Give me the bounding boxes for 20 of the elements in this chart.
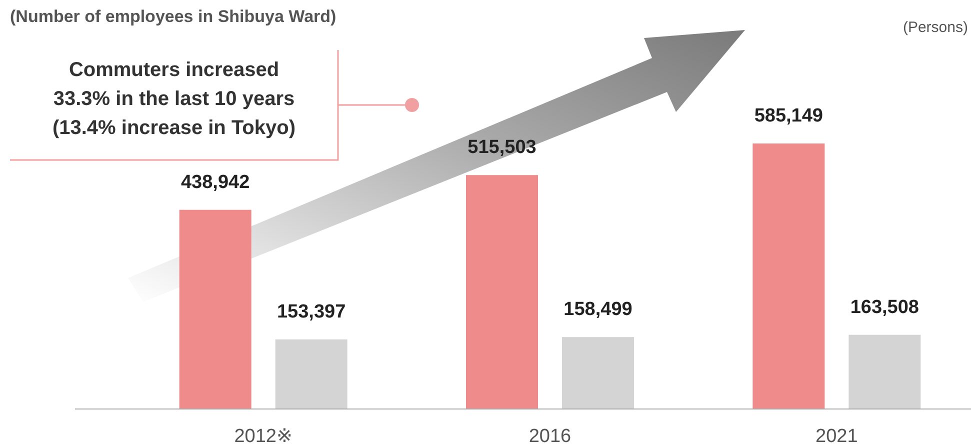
text: 33.3% in the last 10 years <box>53 88 295 110</box>
x-tick-label: 2016 <box>528 426 572 447</box>
bar <box>179 210 252 409</box>
bar <box>562 337 634 409</box>
data-label: 585,149 <box>754 105 824 126</box>
bar <box>466 175 538 409</box>
text: (13.4% increase in Tokyo) <box>52 117 296 139</box>
chart-title: (Number of employees in Shibuya Ward) <box>10 7 336 26</box>
bar <box>752 143 825 409</box>
data-label: 163,508 <box>850 296 920 318</box>
data-label: 438,942 <box>180 172 250 193</box>
data-label: 515,503 <box>468 137 536 158</box>
data-label: 153,397 <box>276 301 346 322</box>
text: (Persons) <box>902 19 968 36</box>
x-tick-label: 2021 <box>816 426 858 447</box>
data-label: 158,499 <box>564 299 632 320</box>
bar <box>275 339 348 409</box>
x-tick-label: 2012※ <box>234 426 292 447</box>
bar <box>848 334 921 409</box>
text: Commuters increased <box>68 59 280 81</box>
